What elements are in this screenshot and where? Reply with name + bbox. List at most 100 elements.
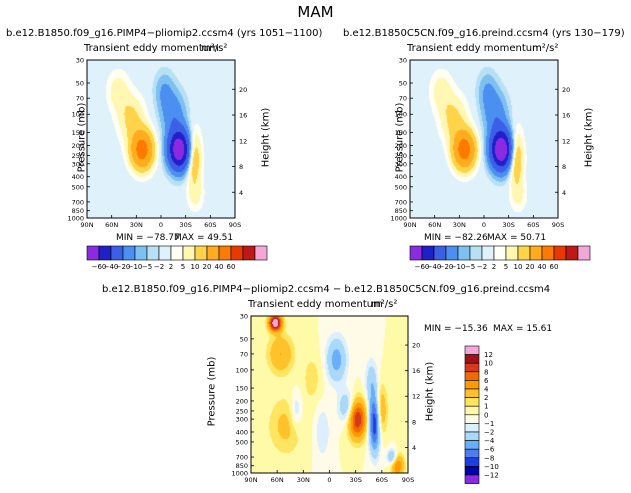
latitude-tick-label: 30N [130, 221, 143, 229]
pressure-tick-label: 30 [76, 57, 84, 65]
pressure-tick-label: 850 [395, 207, 407, 215]
colorbar-label: 5 [504, 263, 508, 271]
units-label-3: m²/s² [371, 299, 398, 310]
latitude-tick-label: 90S [402, 476, 414, 484]
units-label-1: m²/s² [201, 43, 228, 54]
colorbar-swatch [134, 245, 148, 261]
colorbar-swatch [464, 448, 480, 459]
latitude-tick-label: 60N [428, 221, 441, 229]
colorbar-label: 10 [514, 263, 523, 271]
height-tick-label: 12 [412, 393, 420, 401]
colorbar-swatch [464, 397, 480, 407]
pressure-tick-label: 50 [240, 335, 248, 343]
colorbar-label: 40 [215, 263, 224, 271]
max-label-3: MAX = 15.61 [493, 324, 553, 334]
latitude-tick-label: 30S [179, 221, 191, 229]
colorbar-swatch [182, 245, 196, 261]
colorbar-label: 2 [484, 394, 488, 402]
pressure-tick-label: 300 [236, 416, 248, 424]
colorbar-swatch [565, 245, 579, 261]
colorbar-swatch [86, 245, 100, 261]
pressure-tick-label: 250 [236, 407, 248, 415]
latitude-tick-label: 60S [204, 221, 216, 229]
colorbar-swatch [98, 245, 112, 261]
height-tick-label: 12 [239, 137, 247, 145]
colorbar-label: 5 [181, 263, 185, 271]
pressure-tick-label: 1000 [390, 215, 407, 223]
colorbar-swatch [457, 245, 471, 261]
height-tick-label: 12 [562, 137, 570, 145]
colorbar-label: 20 [203, 263, 212, 271]
page-title: MAM [297, 3, 334, 21]
colorbar-swatch [170, 245, 184, 261]
pressure-tick-label: 850 [236, 462, 248, 470]
colorbar-swatch [469, 245, 483, 261]
colorbar-label: −12 [484, 472, 499, 480]
pressure-axis-title-3: Pressure (mb) [206, 356, 218, 427]
height-tick-label: 16 [412, 367, 420, 375]
height-tick-label: 8 [562, 163, 566, 171]
units-label-2: m²/s² [532, 43, 559, 54]
pressure-tick-label: 500 [236, 438, 248, 446]
pressure-tick-label: 50 [399, 80, 407, 88]
latitude-tick-label: 60N [105, 221, 118, 229]
colorbar-label: 2 [169, 263, 173, 271]
max-label-2: MAX = 50.71 [487, 233, 547, 243]
colorbar-swatch [194, 245, 208, 261]
colorbar-swatch [464, 345, 480, 355]
colorbar-swatch [110, 245, 124, 261]
colorbar-label: 8 [484, 368, 488, 376]
colorbar-swatch [464, 431, 480, 441]
pressure-tick-label: 850 [72, 207, 84, 215]
pressure-tick-label: 30 [240, 313, 248, 321]
pressure-tick-label: 200 [236, 397, 248, 405]
pressure-axis-title-2: Pressure (mb) [394, 102, 406, 173]
height-axis-title-1: Height (km) [260, 107, 272, 168]
latitude-tick-label: 90N [244, 476, 257, 484]
colorbar-label: −5 [142, 263, 152, 271]
case-title-3: b.e12.B1850.f09_g16.PIMP4−pliomip2.ccsm4… [102, 284, 551, 295]
max-label-1: MAX = 49.51 [174, 233, 234, 243]
colorbar-label: −40 [427, 263, 442, 271]
pressure-tick-label: 700 [236, 454, 248, 462]
colorbar-swatch [464, 405, 480, 416]
colorbar-label: −5 [465, 263, 475, 271]
colorbar-swatch [464, 474, 480, 484]
latitude-tick-label: 60S [376, 476, 388, 484]
height-tick-label: 16 [239, 112, 247, 120]
latitude-tick-label: 30N [297, 476, 310, 484]
colorbar-swatch [146, 245, 160, 261]
latitude-tick-label: 0 [482, 221, 486, 229]
latitude-tick-label: 0 [327, 476, 331, 484]
pressure-tick-label: 1000 [67, 215, 84, 223]
latitude-tick-label: 90N [80, 221, 93, 229]
colorbar-label: −60 [92, 263, 107, 271]
colorbar-label: 2 [492, 263, 496, 271]
colorbar-label: −2 [477, 263, 487, 271]
pressure-axis-title-1: Pressure (mb) [76, 102, 88, 173]
colorbar-label: −8 [484, 454, 494, 462]
height-tick-label: 16 [562, 112, 570, 120]
pressure-tick-label: 400 [236, 428, 248, 436]
case-title-2: b.e12.B1850C5CN.f09_g16.preind.ccsm4 (yr… [343, 28, 625, 39]
colorbar-label: −10 [484, 463, 499, 471]
colorbar-label: 12 [484, 351, 493, 359]
colorbar-label: −10 [451, 263, 466, 271]
colorbar-label: 6 [484, 377, 489, 385]
latitude-tick-label: 60S [527, 221, 539, 229]
contour-field-1 [87, 60, 235, 218]
colorbar-label: −20 [439, 263, 454, 271]
colorbar-label: −20 [116, 263, 131, 271]
latitude-tick-label: 0 [159, 221, 163, 229]
pressure-tick-label: 500 [72, 183, 84, 191]
colorbar-swatch [122, 245, 136, 261]
colorbar-label: 1 [484, 403, 488, 411]
colorbar-swatch [464, 414, 480, 424]
height-axis-title-3: Height (km) [424, 361, 436, 422]
colorbar-label: 0 [484, 411, 488, 419]
colorbar-swatch [254, 245, 268, 261]
variable-title-1: Transient eddy momentum [84, 43, 219, 54]
colorbar-swatch [464, 371, 480, 381]
